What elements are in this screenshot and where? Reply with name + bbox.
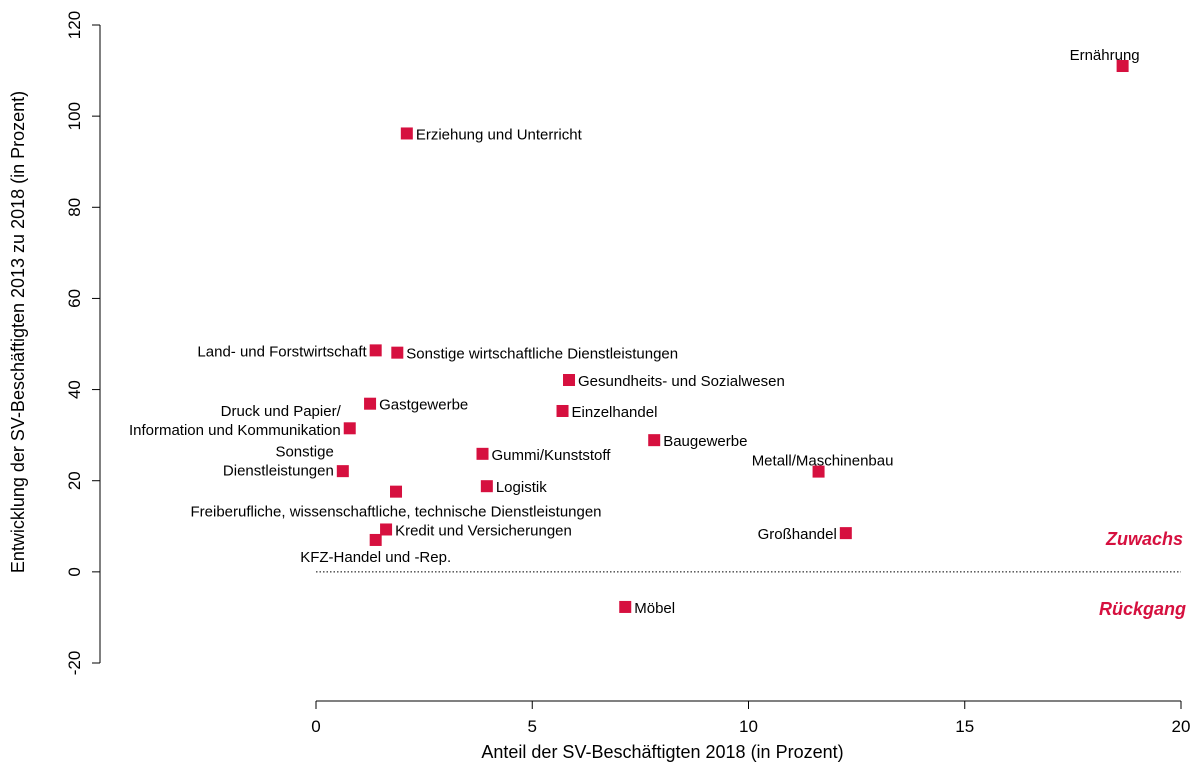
data-point	[369, 344, 382, 357]
point-label: Einzelhandel	[572, 404, 658, 421]
y-tick-label: 60	[65, 289, 84, 308]
data-point	[400, 127, 413, 140]
data-point	[480, 480, 493, 493]
x-tick-label: 5	[528, 717, 537, 736]
point-label: Metall/Maschinenbau	[752, 453, 894, 470]
data-point	[380, 523, 393, 536]
chart-labels: Zuwachs Rückgang Ernährung Erziehung und Un…	[129, 47, 1186, 619]
y-tick-label: 80	[65, 198, 84, 217]
x-axis-title: Anteil der SV-Beschäftigten 2018 (in Pro…	[481, 742, 843, 762]
x-tick-label: 0	[311, 717, 320, 736]
point-label: Logistik	[496, 479, 547, 496]
data-point	[391, 346, 404, 359]
point-label: Erziehung und Unterricht	[416, 126, 583, 143]
data-point	[369, 533, 382, 546]
data-point	[390, 485, 403, 498]
point-label: Sonstige Dienstleistungen	[223, 444, 334, 480]
y-tick-label: 0	[65, 567, 84, 576]
zone-label-decline: Rückgang	[1099, 599, 1186, 619]
x-tick-label: 20	[1172, 717, 1191, 736]
y-tick-label: 20	[65, 471, 84, 490]
x-tick-label: 10	[739, 717, 758, 736]
data-point	[364, 397, 377, 410]
point-label: Baugewerbe	[663, 433, 747, 450]
point-label: KFZ-Handel und -Rep.	[300, 549, 451, 566]
data-point	[839, 527, 852, 540]
data-point	[1116, 60, 1129, 73]
point-label: Kredit und Versicherungen	[395, 522, 572, 539]
zone-label-growth: Zuwachs	[1105, 529, 1183, 549]
chart-marks	[336, 60, 1129, 613]
point-label: Freiberufliche, wissenschaftliche, techn…	[190, 504, 601, 521]
point-label: Sonstige wirtschaftliche Dienstleistunge…	[406, 346, 678, 363]
point-label: Gummi/Kunststoff	[492, 447, 612, 464]
point-label: Gastgewerbe	[379, 397, 468, 414]
data-point	[648, 434, 661, 447]
y-axis-title: Entwicklung der SV-Beschäftigten 2013 zu…	[8, 91, 28, 573]
axes: 0 5 10 15 20 -20 0 20 40 60 80 100 120 Anteil der SV-…	[8, 11, 1190, 762]
data-point	[563, 374, 576, 387]
point-label: Druck und Papier/Information und Kommuni…	[129, 403, 342, 439]
y-tick-label: 120	[65, 11, 84, 39]
data-point	[812, 465, 825, 478]
y-tick-label: 40	[65, 380, 84, 399]
point-label: Land- und Forstwirtschaft	[197, 343, 367, 360]
point-label: Möbel	[634, 600, 675, 617]
y-tick-label: -20	[65, 651, 84, 676]
y-tick-label: 100	[65, 102, 84, 130]
data-point	[336, 465, 349, 478]
data-point	[343, 422, 356, 435]
data-point	[556, 404, 569, 417]
x-tick-label: 15	[955, 717, 974, 736]
point-label: Großhandel	[758, 526, 837, 543]
data-point	[476, 447, 489, 460]
point-label: Ernährung	[1070, 47, 1140, 64]
data-point	[619, 600, 632, 613]
point-label: Gesundheits- und Sozialwesen	[578, 373, 785, 390]
